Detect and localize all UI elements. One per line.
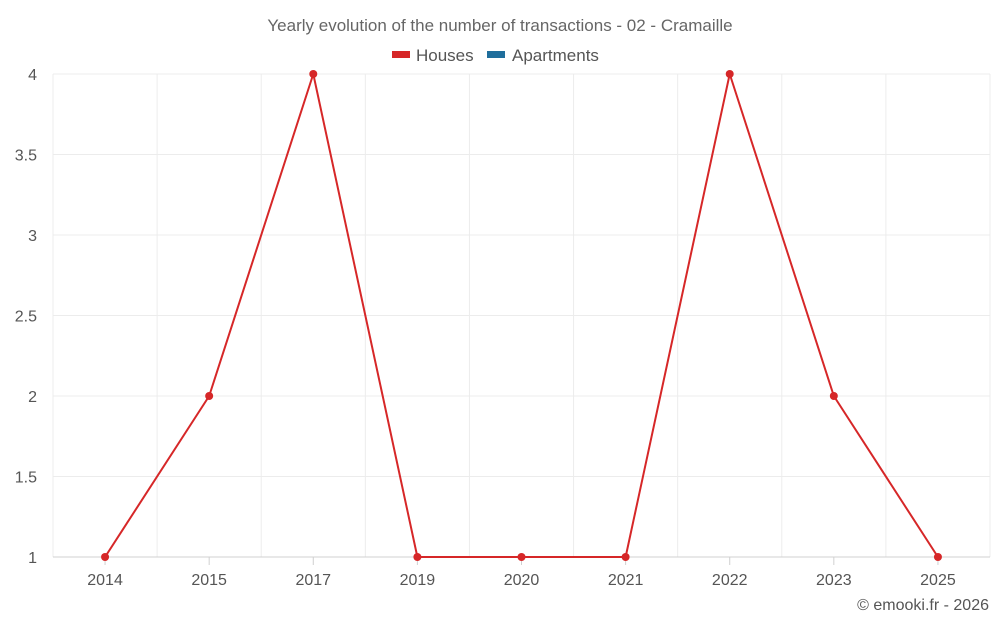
y-tick-label: 3.5 <box>15 148 37 165</box>
chart-title: Yearly evolution of the number of transa… <box>267 16 732 35</box>
x-tick-label: 2021 <box>608 572 644 589</box>
x-tick-label: 2020 <box>504 572 540 589</box>
data-point-houses[interactable] <box>309 70 318 78</box>
data-point-houses[interactable] <box>621 553 630 561</box>
legend-item-apartments[interactable]: Apartments <box>487 46 599 65</box>
x-tick-label: 2015 <box>191 572 227 589</box>
x-tick-label: 2022 <box>712 572 748 589</box>
legend-label-apartments: Apartments <box>512 46 599 65</box>
data-point-houses[interactable] <box>413 553 422 561</box>
series <box>101 70 942 561</box>
data-point-houses[interactable] <box>101 553 110 561</box>
credit-text: © emooki.fr - 2026 <box>857 597 989 614</box>
y-tick-label: 4 <box>28 67 37 84</box>
y-tick-label: 2.5 <box>15 309 37 326</box>
data-point-houses[interactable] <box>933 553 942 561</box>
x-tick-label: 2017 <box>295 572 331 589</box>
y-tick-label: 3 <box>28 228 37 245</box>
y-tick-label: 2 <box>28 389 37 406</box>
legend-item-houses[interactable]: Houses <box>392 46 474 65</box>
x-tick-label: 2023 <box>816 572 852 589</box>
x-tick-label: 2025 <box>920 572 956 589</box>
legend-label-houses: Houses <box>416 46 474 65</box>
legend: Houses Apartments <box>392 46 599 65</box>
data-point-houses[interactable] <box>829 392 838 400</box>
x-tick-label: 2019 <box>400 572 436 589</box>
legend-swatch-houses <box>392 51 410 58</box>
legend-swatch-apartments <box>487 51 505 58</box>
grid <box>52 73 991 557</box>
data-point-houses[interactable] <box>725 70 734 78</box>
y-tick-label: 1 <box>28 550 37 567</box>
y-tick-label: 1.5 <box>15 470 37 487</box>
data-point-houses[interactable] <box>205 392 214 400</box>
data-point-houses[interactable] <box>517 553 526 561</box>
x-tick-label: 2014 <box>87 572 123 589</box>
axes: 1 1.5 2 2.5 3 3.5 4 2014 2015 2017 2019 2020 2021 202… <box>15 67 990 589</box>
